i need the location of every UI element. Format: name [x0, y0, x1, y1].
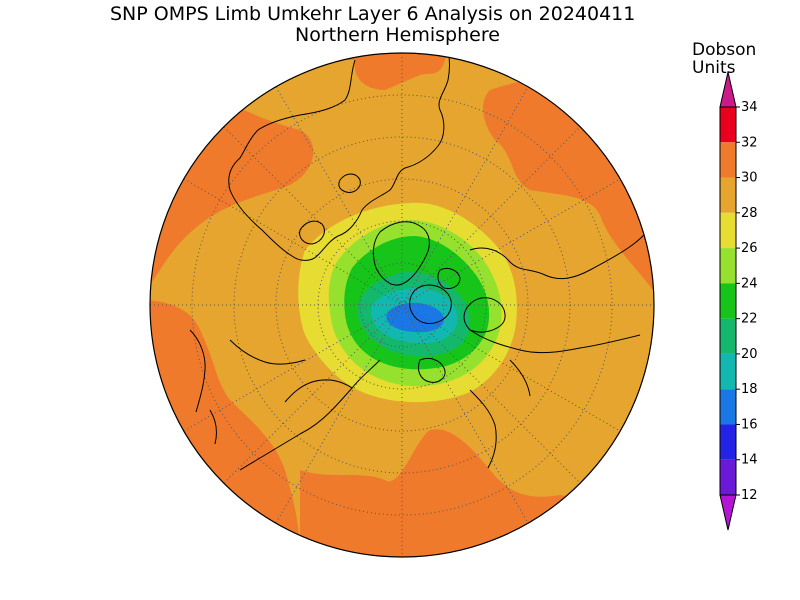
- coastline-north-america: [228, 53, 450, 261]
- coastline-greenland: [372, 221, 430, 286]
- colorbar-over-triangle: [719, 71, 737, 108]
- colorbar-unit-line1: Dobson: [692, 40, 757, 60]
- colorbar-tick-label: 12: [741, 488, 758, 503]
- colorbar-tick-label: 34: [741, 100, 758, 115]
- colorbar-tick-label: 18: [741, 382, 758, 397]
- colorbar-unit-line2: Units: [692, 58, 736, 78]
- map-title: SNP OMPS Limb Umkehr Layer 6 Analysis on…: [110, 3, 636, 25]
- coastline-arctic-islands: [409, 284, 452, 324]
- coastline-eurasia: [463, 221, 654, 354]
- colorbar-tick-label: 24: [741, 276, 758, 291]
- colorbar-bin: [720, 177, 736, 213]
- colorbar-bin: [720, 107, 736, 143]
- colorbar-tick-label: 30: [741, 171, 758, 186]
- colorbar-outline: [719, 106, 737, 496]
- colorbar-tick-label: 22: [741, 312, 758, 327]
- graticule: [150, 53, 654, 557]
- colorbar-bin: [720, 459, 736, 495]
- colorbar-under-triangle: [719, 494, 737, 531]
- colorbar-tick-label: 20: [741, 347, 758, 362]
- colorbar-tick-label: 16: [741, 417, 758, 432]
- colorbar-tick-label: 28: [741, 206, 758, 221]
- colorbar-bin: [720, 318, 736, 354]
- colorbar-bin: [720, 424, 736, 460]
- map-subtitle: Northern Hemisphere: [295, 24, 500, 46]
- colorbar-bin: [720, 248, 736, 284]
- colorbar-bin: [720, 212, 736, 249]
- colorbar-tick-label: 14: [741, 453, 758, 468]
- colorbar-bin: [720, 142, 736, 178]
- colorbar-bin: [720, 389, 736, 425]
- map-disc: [150, 53, 654, 557]
- colorbar-tick-label: 32: [741, 135, 758, 150]
- map-disc-border: [149, 52, 655, 558]
- coastlines: [189, 53, 654, 471]
- colorbar-bin: [720, 283, 736, 319]
- colorbar: 34 32 30 28 26 24 22 20 18 16 14 12: [719, 71, 758, 531]
- colorbar-tick-label: 26: [741, 241, 758, 256]
- colorbar-bin: [720, 353, 736, 390]
